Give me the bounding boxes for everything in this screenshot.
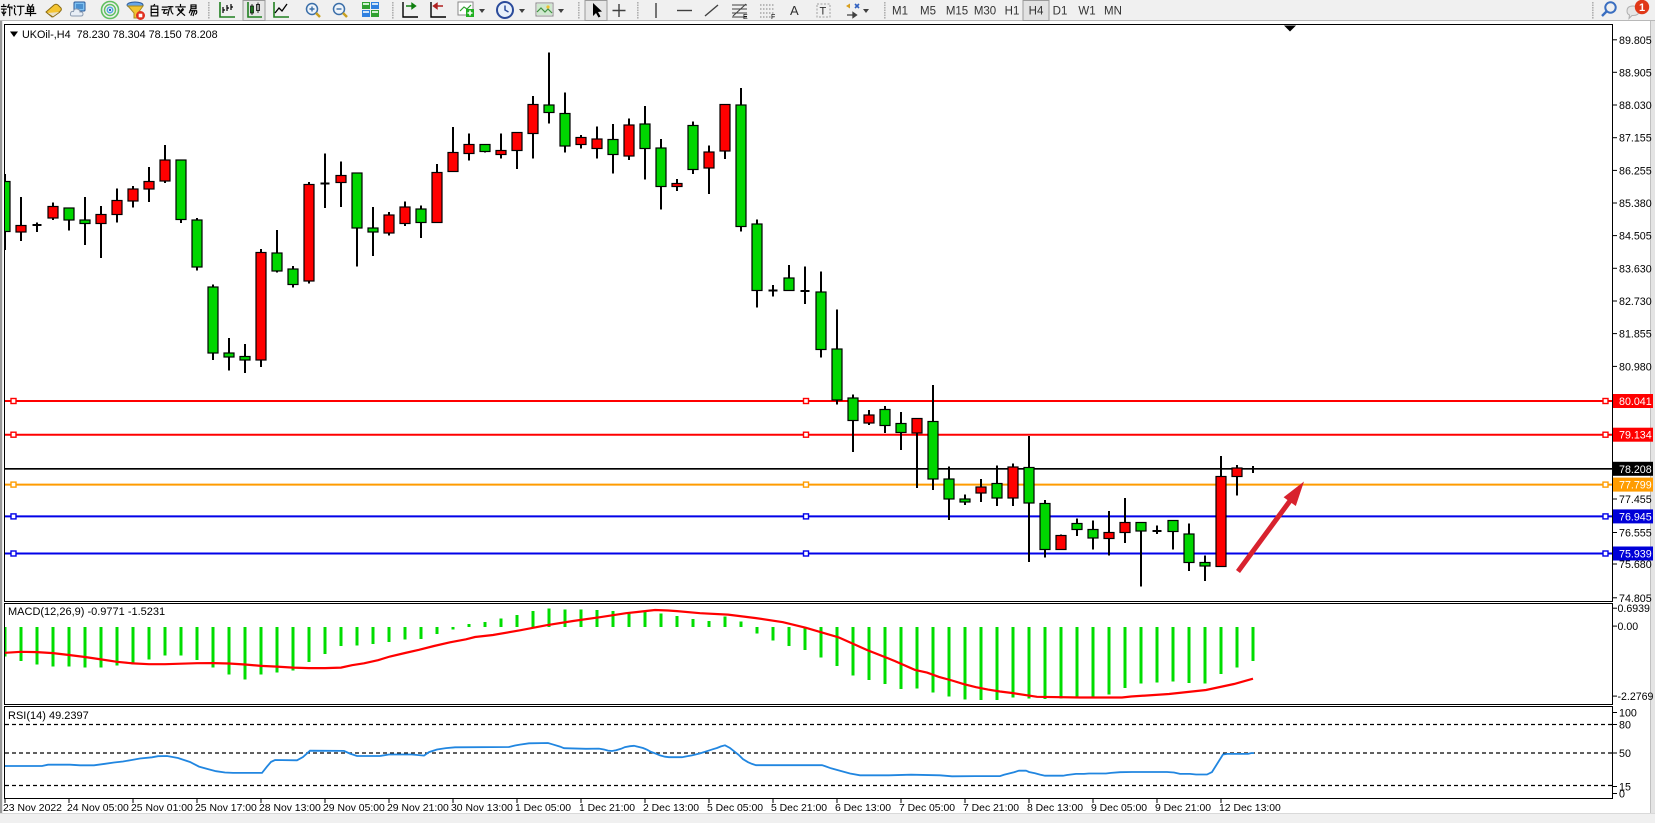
svg-text:D1: D1 xyxy=(1053,6,1068,18)
svg-text:75.939: 75.939 xyxy=(1619,549,1652,561)
svg-text:23 Nov 2022: 23 Nov 2022 xyxy=(3,803,62,814)
svg-text:0.6939: 0.6939 xyxy=(1618,603,1651,615)
svg-text:T: T xyxy=(820,6,827,18)
svg-text:M5: M5 xyxy=(920,6,936,18)
svg-text:25 Nov 01:00: 25 Nov 01:00 xyxy=(131,803,193,814)
svg-text:89.805: 89.805 xyxy=(1619,35,1652,47)
svg-text:5 Dec 05:00: 5 Dec 05:00 xyxy=(707,803,763,814)
svg-text:100: 100 xyxy=(1619,708,1637,720)
svg-text:86.255: 86.255 xyxy=(1619,165,1652,177)
svg-text:9 Dec 05:00: 9 Dec 05:00 xyxy=(1091,803,1147,814)
svg-text:29 Nov 21:00: 29 Nov 21:00 xyxy=(387,803,449,814)
svg-text:1: 1 xyxy=(1639,2,1645,14)
svg-text:28 Nov 13:00: 28 Nov 13:00 xyxy=(259,803,321,814)
svg-text:MACD(12,26,9) -0.9771 -1.5231: MACD(12,26,9) -0.9771 -1.5231 xyxy=(8,606,165,618)
svg-text:F: F xyxy=(771,14,775,21)
svg-text:6 Dec 13:00: 6 Dec 13:00 xyxy=(835,803,891,814)
svg-text:84.505: 84.505 xyxy=(1619,231,1652,243)
svg-text:24 Nov 05:00: 24 Nov 05:00 xyxy=(67,803,129,814)
svg-text:12 Dec 13:00: 12 Dec 13:00 xyxy=(1219,803,1281,814)
svg-text:RSI(14) 49.2397: RSI(14) 49.2397 xyxy=(8,710,89,722)
svg-text:H4: H4 xyxy=(1029,6,1044,18)
svg-text:75.680: 75.680 xyxy=(1619,559,1652,571)
svg-text:UKOil-,H4 78.230 78.304 78.15: UKOil-,H4 78.230 78.304 78.150 78.208 xyxy=(22,29,218,41)
svg-text:-2.2769: -2.2769 xyxy=(1618,691,1654,703)
svg-text:15: 15 xyxy=(1619,782,1631,794)
svg-text:50: 50 xyxy=(1619,748,1631,760)
svg-text:M1: M1 xyxy=(892,6,908,18)
svg-text:7 Dec 21:00: 7 Dec 21:00 xyxy=(963,803,1019,814)
svg-text:0: 0 xyxy=(1619,789,1625,801)
svg-text:77.455: 77.455 xyxy=(1619,494,1652,506)
svg-text:A: A xyxy=(790,3,799,18)
svg-text:1 Dec 21:00: 1 Dec 21:00 xyxy=(579,803,635,814)
svg-text:78.208: 78.208 xyxy=(1619,464,1652,476)
svg-text:7 Dec 05:00: 7 Dec 05:00 xyxy=(899,803,955,814)
svg-text:80.980: 80.980 xyxy=(1619,361,1652,373)
svg-text:77.799: 77.799 xyxy=(1619,480,1652,492)
svg-text:M15: M15 xyxy=(946,6,968,18)
svg-text:5 Dec 21:00: 5 Dec 21:00 xyxy=(771,803,827,814)
svg-text:MN: MN xyxy=(1104,6,1122,18)
svg-text:79.134: 79.134 xyxy=(1619,430,1652,442)
svg-text:0.00: 0.00 xyxy=(1618,621,1639,633)
svg-text:W1: W1 xyxy=(1078,6,1095,18)
svg-text:1 Dec 05:00: 1 Dec 05:00 xyxy=(515,803,571,814)
svg-text:M30: M30 xyxy=(974,6,996,18)
svg-text:9 Dec 21:00: 9 Dec 21:00 xyxy=(1155,803,1211,814)
svg-text:76.945: 76.945 xyxy=(1619,511,1652,523)
svg-text:30 Nov 13:00: 30 Nov 13:00 xyxy=(451,803,513,814)
svg-text:82.730: 82.730 xyxy=(1619,296,1652,308)
svg-text:81.855: 81.855 xyxy=(1619,329,1652,341)
svg-text:88.905: 88.905 xyxy=(1619,67,1652,79)
svg-text:80: 80 xyxy=(1619,720,1631,732)
svg-text:E: E xyxy=(743,14,748,21)
svg-text:8 Dec 13:00: 8 Dec 13:00 xyxy=(1027,803,1083,814)
svg-text:85.380: 85.380 xyxy=(1619,198,1652,210)
svg-text:83.630: 83.630 xyxy=(1619,263,1652,275)
svg-text:74.805: 74.805 xyxy=(1619,593,1652,605)
svg-text:88.030: 88.030 xyxy=(1619,100,1652,112)
svg-text:2 Dec 13:00: 2 Dec 13:00 xyxy=(643,803,699,814)
svg-text:80.041: 80.041 xyxy=(1619,396,1652,408)
svg-text:76.555: 76.555 xyxy=(1619,528,1652,540)
svg-text:87.155: 87.155 xyxy=(1619,133,1652,145)
svg-text:29 Nov 05:00: 29 Nov 05:00 xyxy=(323,803,385,814)
svg-text:H1: H1 xyxy=(1005,6,1020,18)
svg-text:25 Nov 17:00: 25 Nov 17:00 xyxy=(195,803,257,814)
